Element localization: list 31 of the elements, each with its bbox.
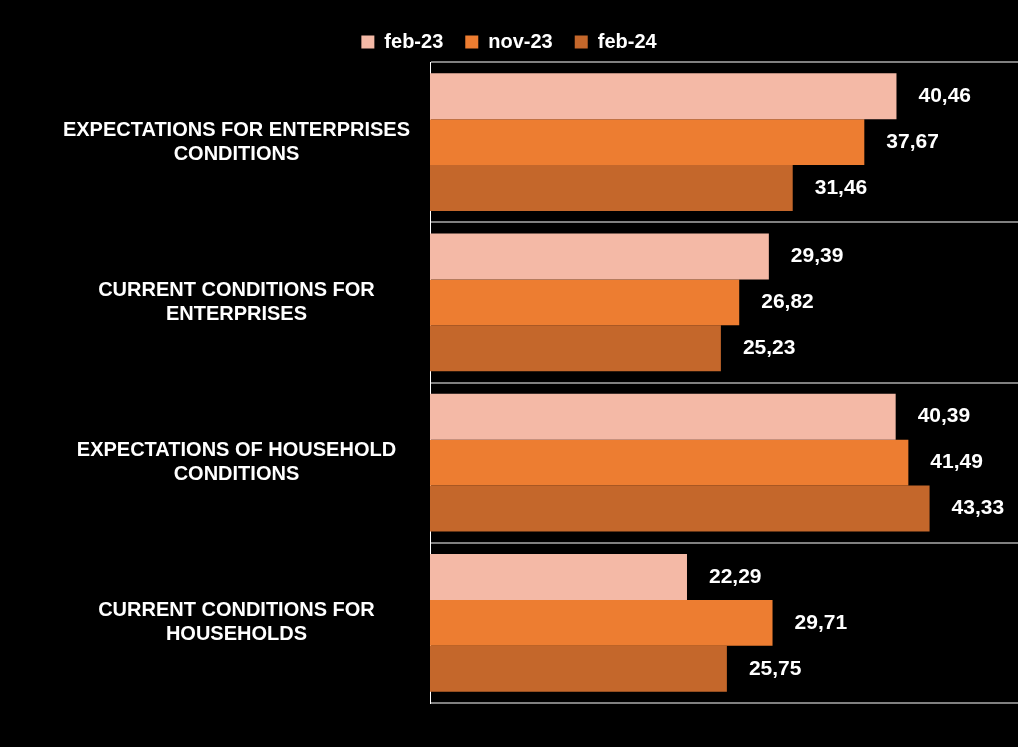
bar — [430, 645, 727, 692]
data-label: 29,71 — [794, 609, 848, 633]
data-label: 43,33 — [951, 495, 1005, 519]
data-label: 22,29 — [708, 563, 762, 587]
data-label: 25,75 — [748, 655, 802, 679]
data-label: 40,39 — [917, 403, 971, 427]
data-label: 37,67 — [886, 128, 939, 152]
bar — [430, 599, 773, 646]
bar — [430, 165, 793, 212]
bar — [430, 439, 909, 486]
y-tick-label: CURRENT CONDITIONS FOR HOUSEHOLDS — [98, 598, 376, 645]
data-label: 25,23 — [742, 335, 796, 359]
bar — [430, 485, 930, 532]
bar — [430, 279, 740, 326]
bar — [430, 553, 687, 600]
data-label: 40,46 — [918, 82, 972, 106]
bar — [430, 119, 865, 166]
legend-label: feb-24 — [597, 29, 658, 52]
data-label: 29,39 — [790, 243, 844, 267]
bar — [430, 325, 721, 372]
y-tick-label: CURRENT CONDITIONS FOR ENTERPRISES — [98, 277, 376, 324]
bar — [430, 393, 896, 440]
data-label: 41,49 — [930, 449, 983, 473]
legend-label: feb-23 — [384, 29, 444, 52]
bar — [430, 73, 897, 120]
data-label: 31,46 — [814, 174, 868, 198]
y-tick-label: EXPECTATIONS OF HOUSEHOLD CONDITIONS — [76, 438, 397, 485]
y-tick-label: EXPECTATIONS FOR ENTERPRISES CONDITIONS — [62, 117, 411, 164]
bar — [430, 233, 769, 280]
legend-label: nov-23 — [488, 29, 553, 52]
data-label: 26,82 — [761, 289, 814, 313]
